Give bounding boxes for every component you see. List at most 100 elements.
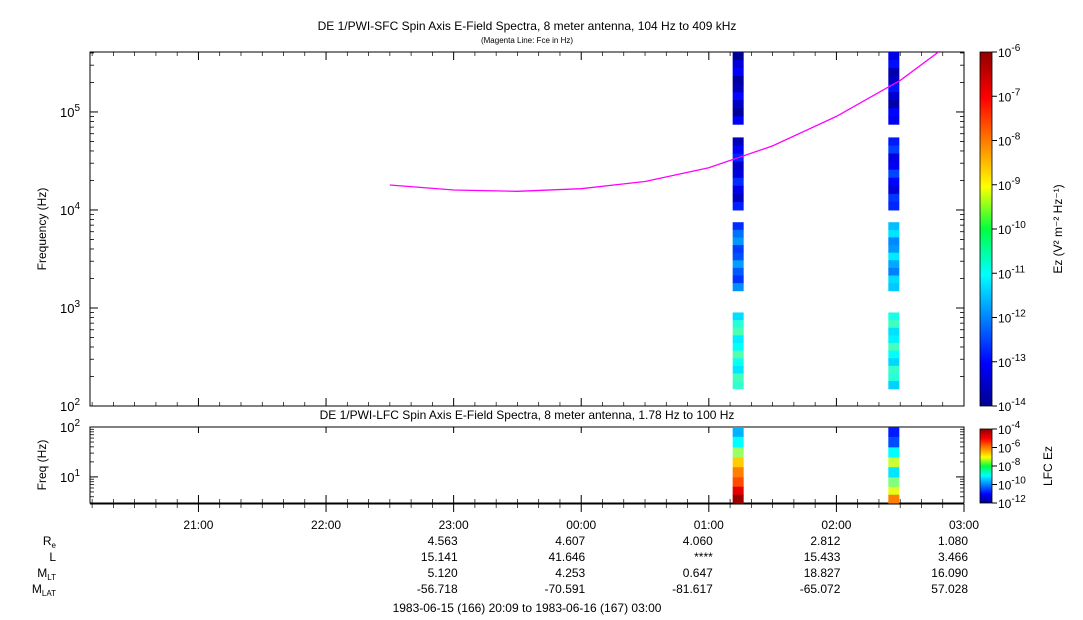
top-y-tick-label: 103 <box>60 299 80 316</box>
bottom-heatmap-cell <box>888 457 900 468</box>
top-heatmap-cell <box>732 222 744 231</box>
x-tick-label: 03:00 <box>949 518 979 532</box>
ephemeris-value: 57.028 <box>931 582 968 596</box>
ephemeris-row-label: L <box>49 550 56 564</box>
bottom-heatmap-cell <box>888 427 900 437</box>
bottom-y-tick-label: 101 <box>60 468 80 485</box>
top-plot-area <box>89 51 965 407</box>
top-heatmap-cell <box>888 60 900 69</box>
top-heatmap-cell <box>888 153 900 163</box>
ephemeris-table: Re 4.563 4.607 4.060 2.812 1.080 L 15.141 41.646… <box>32 534 968 598</box>
top-colorbar-gradient <box>979 51 993 407</box>
top-heatmap-cell <box>732 365 744 374</box>
top-heatmap-cell <box>888 358 900 367</box>
top-heatmap-cell <box>732 193 744 203</box>
bottom-colorbar-tick-label: 10-4 <box>998 420 1021 437</box>
top-heatmap-cell <box>888 100 900 109</box>
bottom-heatmap-cell <box>732 427 744 437</box>
top-heatmap-cell <box>732 52 744 61</box>
top-colorbar-tick-label: 10-8 <box>998 132 1021 149</box>
top-heatmap-cell <box>888 222 900 231</box>
ephemeris-value: 18.827 <box>804 566 841 580</box>
top-heatmap-cell <box>732 373 744 382</box>
top-heatmap-cell <box>732 237 744 246</box>
top-colorbar-tick-label: 10-6 <box>998 43 1021 60</box>
bottom-heatmap-cell <box>888 476 900 487</box>
ephemeris-value: -65.072 <box>800 582 841 596</box>
top-heatmap-cell <box>732 177 744 187</box>
ephemeris-value: **** <box>694 550 713 564</box>
ephemeris-value: -56.718 <box>417 582 458 596</box>
chart-subtitle: (Magenta Line: Fce in Hz) <box>481 36 573 45</box>
bottom-heatmap-cell <box>732 466 744 478</box>
top-colorbar-tick-label: 10-12 <box>998 309 1026 326</box>
ephemeris-row-label: MLAT <box>32 582 56 598</box>
top-heatmap-cell <box>888 350 900 359</box>
top-heatmap-cell <box>732 76 744 85</box>
top-heatmap-cell <box>888 76 900 85</box>
top-heatmap-cell <box>888 252 900 261</box>
ephemeris-row-label: Re <box>43 534 57 550</box>
top-heatmap-cell <box>888 267 900 277</box>
x-tick-label: 01:00 <box>694 518 724 532</box>
top-heatmap-cell <box>888 312 900 321</box>
top-heatmap-cell <box>888 237 900 246</box>
bottom-panel-title: DE 1/PWI-LFC Spin Axis E-Field Spectra, … <box>320 408 735 422</box>
top-heatmap-cell <box>888 275 900 284</box>
bottom-heatmap-cell <box>888 436 900 448</box>
top-heatmap-cell <box>732 145 744 155</box>
ephemeris-value: 15.141 <box>421 550 458 564</box>
ephemeris-row-label: MLT <box>37 566 56 582</box>
top-heatmap-cell <box>888 52 900 61</box>
top-ylabel: Frequency (Hz) <box>35 188 49 271</box>
top-y-tick-label: 104 <box>60 201 80 218</box>
top-heatmap-cell <box>888 381 900 390</box>
x-tick-label: 02:00 <box>821 518 851 532</box>
top-heatmap-cell <box>732 335 744 344</box>
top-heatmap-cell <box>732 229 744 238</box>
top-heatmap-cell <box>732 312 744 321</box>
chart-title: DE 1/PWI-SFC Spin Axis E-Field Spectra, … <box>318 19 737 33</box>
bottom-colorbar-tick-label: 10-6 <box>998 439 1021 456</box>
top-heatmap-cell <box>888 373 900 382</box>
top-colorbar-tick-label: 10-14 <box>998 397 1026 414</box>
top-heatmap-cell <box>732 60 744 69</box>
bottom-colorbar-tick-label: 10-8 <box>998 457 1021 474</box>
ephemeris-value: 4.253 <box>555 566 585 580</box>
bottom-ylabel: Freq (Hz) <box>35 440 49 491</box>
bottom-heatmap-cell <box>732 457 744 468</box>
top-heatmap-cell <box>888 137 900 146</box>
top-heatmap-cell <box>732 116 744 125</box>
top-heatmap-cell <box>732 68 744 77</box>
top-heatmap-cell <box>888 169 900 179</box>
top-heatmap-cell <box>732 275 744 284</box>
bottom-heatmap-cell <box>888 486 900 495</box>
top-heatmap-cell <box>732 320 744 329</box>
top-heatmap-cell <box>888 245 900 254</box>
top-heatmap-cell <box>732 245 744 254</box>
bottom-colorbar-gradient <box>979 428 993 504</box>
bottom-panel: 101 102 Freq (Hz) <box>35 418 965 504</box>
top-heatmap-cell <box>888 283 900 292</box>
top-heatmap-cell <box>888 320 900 329</box>
top-heatmap-cell <box>732 84 744 93</box>
top-heatmap-cell <box>888 201 900 211</box>
top-heatmap-cell <box>732 283 744 292</box>
top-heatmap-cell <box>888 335 900 344</box>
bottom-colorbar-tick-label: 10-12 <box>998 494 1026 511</box>
ephemeris-value: 2.812 <box>810 534 840 548</box>
top-heatmap-cell <box>888 193 900 203</box>
ephemeris-value: 5.120 <box>428 566 458 580</box>
ephemeris-value: -81.617 <box>672 582 713 596</box>
bottom-y-tick-label: 102 <box>60 418 80 435</box>
time-range: 1983-06-15 (166) 20:09 to 1983-06-16 (16… <box>393 601 662 615</box>
ephemeris-value: -70.591 <box>545 582 586 596</box>
top-heatmap-cell <box>888 229 900 238</box>
ephemeris-value: 3.466 <box>938 550 968 564</box>
top-heatmap-cell <box>888 177 900 187</box>
top-heatmap-cell <box>732 267 744 277</box>
top-colorbar-tick-label: 10-9 <box>998 176 1021 193</box>
bottom-heatmap-cell <box>888 446 900 458</box>
top-heatmap-cell <box>888 116 900 125</box>
x-axis: 21:00 22:00 23:00 00:00 01:00 02:00 03:00 <box>90 52 979 532</box>
